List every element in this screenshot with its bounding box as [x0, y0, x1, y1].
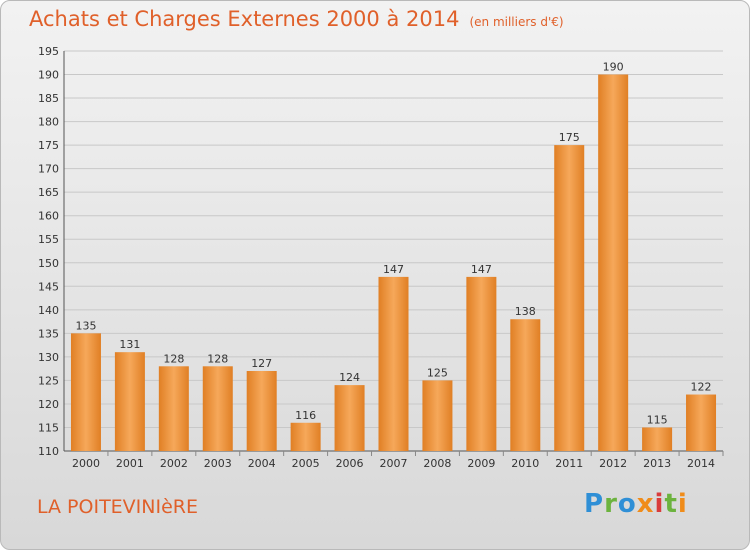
data-labels: 135 131 128 128 127 116 124 147 125 147 138 175 190 1… — [75, 61, 711, 427]
y-tick-label: 115 — [38, 421, 59, 434]
y-tick-label: 160 — [38, 210, 59, 223]
data-label: 122 — [691, 381, 712, 394]
x-tick-label: 2000 — [72, 457, 100, 470]
y-tick-label: 175 — [38, 139, 59, 152]
x-tick-label: 2003 — [204, 457, 232, 470]
data-label: 115 — [647, 413, 668, 426]
bars — [70, 74, 717, 451]
y-tick-label: 120 — [38, 398, 59, 411]
data-label: 128 — [207, 352, 228, 365]
bar — [554, 145, 585, 451]
data-label: 125 — [427, 366, 448, 379]
y-tick-label: 140 — [38, 304, 59, 317]
x-tick-label: 2002 — [160, 457, 188, 470]
bar — [378, 276, 409, 451]
y-tick-label: 180 — [38, 116, 59, 129]
data-label: 138 — [515, 305, 536, 318]
x-tick-label: 2007 — [380, 457, 408, 470]
data-label: 190 — [603, 61, 624, 74]
y-tick-label: 110 — [38, 445, 59, 458]
bar — [246, 371, 277, 451]
data-label: 116 — [295, 409, 316, 422]
bar — [510, 319, 541, 451]
y-tick-label: 145 — [38, 280, 59, 293]
x-tick-label: 2013 — [643, 457, 671, 470]
axes: 110 115 120 125 130 135 140 145 150 155 160 165 170 1… — [38, 45, 724, 470]
bar — [114, 352, 145, 451]
y-tick-label: 190 — [38, 69, 59, 82]
data-label: 147 — [383, 263, 404, 276]
x-tick-label: 2009 — [467, 457, 495, 470]
commune-name: LA POITEVINIèRE — [37, 496, 198, 518]
y-tick-label: 150 — [38, 257, 59, 270]
y-tick-label: 155 — [38, 233, 59, 246]
y-tick-label: 170 — [38, 163, 59, 176]
x-tick-label: 2011 — [555, 457, 583, 470]
x-tick-label: 2012 — [599, 457, 627, 470]
data-label: 124 — [339, 371, 360, 384]
x-tick-label: 2005 — [292, 457, 320, 470]
x-tick-label: 2014 — [687, 457, 715, 470]
y-tick-label: 125 — [38, 374, 59, 387]
y-tick-label: 130 — [38, 351, 59, 364]
x-tick-label: 2010 — [511, 457, 539, 470]
x-tick-label: 2004 — [248, 457, 276, 470]
bar — [334, 385, 365, 451]
bar — [686, 394, 717, 451]
proxiti-logo: Proxiti — [584, 489, 688, 519]
chart-subtitle: (en milliers d'€) — [469, 15, 564, 29]
y-tick-label: 135 — [38, 327, 59, 340]
chart-title-text: Achats et Charges Externes 2000 à 2014 — [29, 7, 460, 31]
x-tick-label: 2001 — [116, 457, 144, 470]
data-label: 128 — [163, 352, 184, 365]
y-tick-label: 165 — [38, 186, 59, 199]
data-label: 135 — [75, 319, 96, 332]
bar — [158, 366, 189, 451]
x-tick-label: 2008 — [423, 457, 451, 470]
y-tick-label: 185 — [38, 92, 59, 105]
bar — [202, 366, 233, 451]
y-tick-label: 195 — [38, 45, 59, 58]
bar — [70, 333, 101, 451]
bar — [466, 276, 497, 451]
x-tick-label: 2006 — [336, 457, 364, 470]
data-label: 131 — [119, 338, 140, 351]
bar — [290, 422, 321, 451]
data-label: 175 — [559, 131, 580, 144]
bar — [642, 427, 673, 451]
bar — [598, 74, 629, 451]
bar — [422, 380, 453, 451]
data-label: 147 — [471, 263, 492, 276]
data-label: 127 — [251, 357, 272, 370]
chart-title: Achats et Charges Externes 2000 à 2014 (e… — [29, 7, 564, 31]
